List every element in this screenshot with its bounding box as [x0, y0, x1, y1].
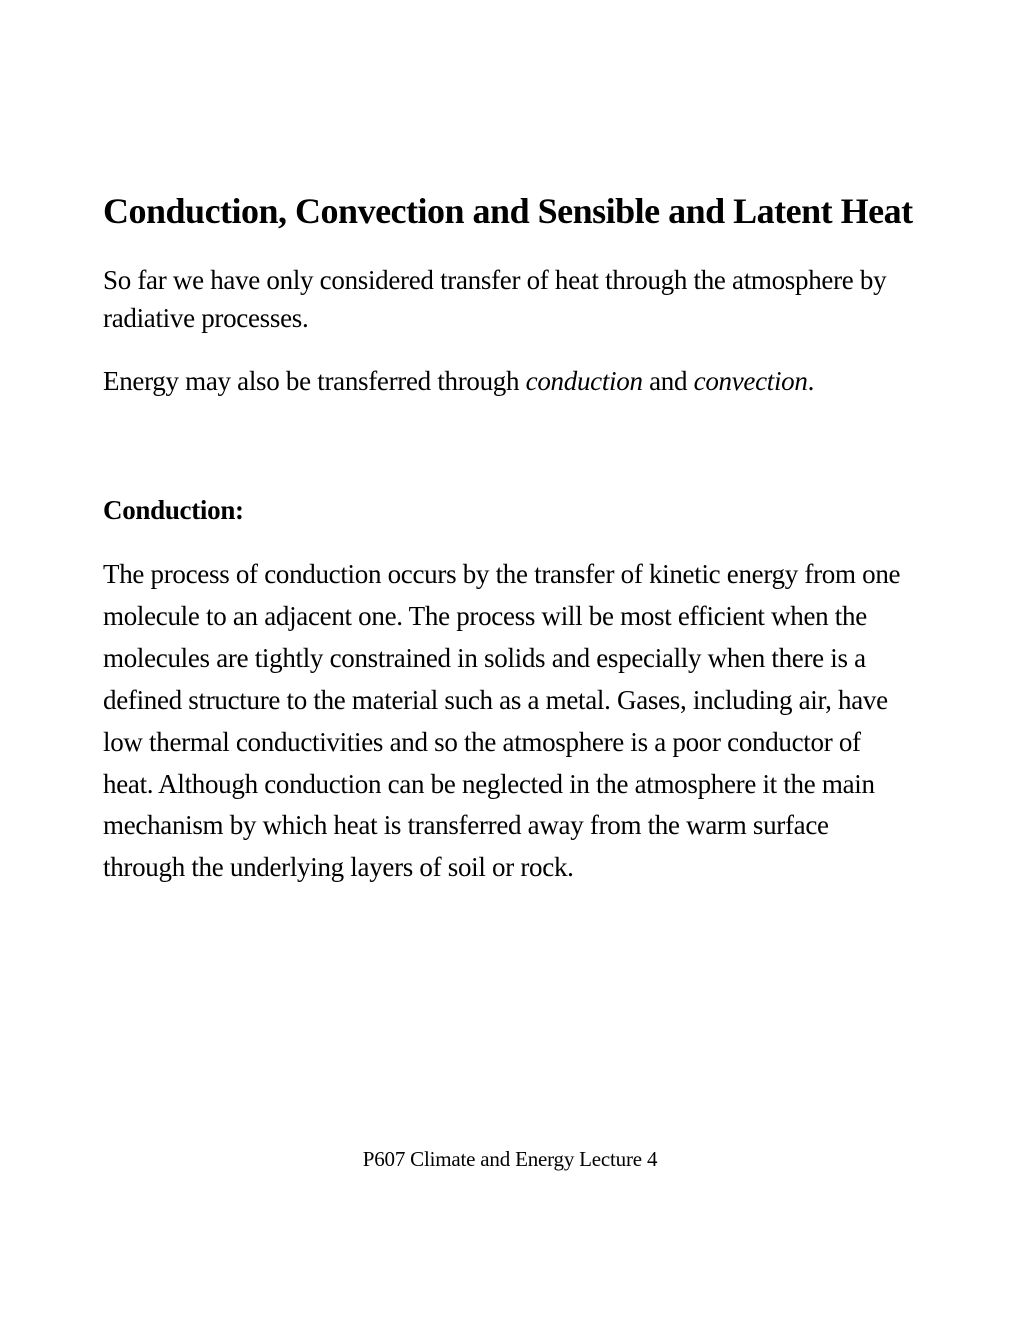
intro-text-prefix: Energy may also be transferred through	[103, 366, 526, 396]
section-body-conduction: The process of conduction occurs by the …	[103, 554, 917, 889]
intro-paragraph-2: Energy may also be transferred through c…	[103, 363, 917, 401]
intro-text-suffix: .	[808, 366, 814, 396]
intro-italic-convection: convection	[694, 366, 808, 396]
intro-text-mid: and	[643, 366, 694, 396]
section-heading-conduction: Conduction:	[103, 495, 917, 526]
page-footer: P607 Climate and Energy Lecture 4	[0, 1147, 1020, 1172]
intro-paragraph-1: So far we have only considered transfer …	[103, 262, 917, 338]
intro-italic-conduction: conduction	[526, 366, 643, 396]
page-title: Conduction, Convection and Sensible and …	[103, 190, 917, 232]
